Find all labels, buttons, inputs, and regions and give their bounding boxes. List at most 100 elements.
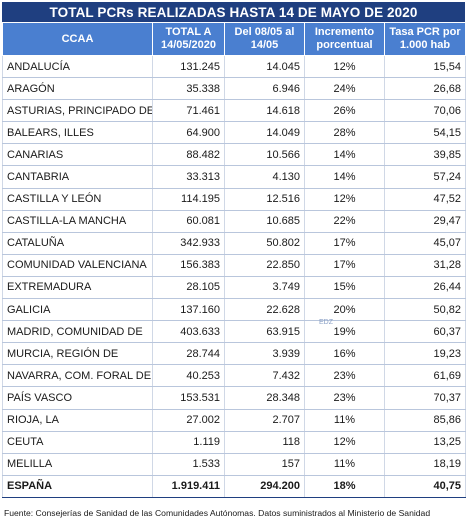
cell-tasa: 47,52 — [384, 188, 466, 211]
header-tasa-line1: Tasa PCR por — [389, 26, 461, 38]
cell-total: 131.245 — [152, 55, 225, 79]
cell-del: 28.348 — [224, 386, 305, 410]
cell-incremento: 11% — [304, 453, 385, 476]
cell-total: 71.461 — [152, 99, 225, 123]
cell-tasa: 19,23 — [384, 342, 466, 366]
cell-del: 10.566 — [224, 143, 305, 167]
cell-del: 3.749 — [224, 276, 305, 300]
table-row: MELILLA 1.533 157 11% 18,19 — [2, 453, 466, 476]
cell-incremento: 28% — [304, 121, 385, 145]
cell-del: 6.946 — [224, 77, 305, 101]
cell-total: 137.160 — [152, 298, 225, 322]
cell-ccaa: BALEARS, ILLES — [2, 121, 153, 145]
table-title: TOTAL PCRs REALIZADAS HASTA 14 DE MAYO D… — [2, 2, 465, 22]
cell-total: 342.933 — [152, 232, 225, 255]
cell-total: 35.338 — [152, 77, 225, 101]
table-row: BALEARS, ILLES 64.900 14.049 28% 54,15 — [2, 121, 466, 145]
cell-tasa: 39,85 — [384, 143, 466, 167]
cell-ccaa: MADRID, COMUNIDAD DE — [2, 320, 153, 344]
cell-total: 403.633 — [152, 320, 225, 344]
table-row: ARAGÓN 35.338 6.946 24% 26,68 — [2, 77, 466, 101]
cell-total: 27.002 — [152, 409, 225, 432]
cell-incremento: 17% — [304, 254, 385, 277]
cell-incremento: 15% — [304, 276, 385, 300]
cell-ccaa: COMUNIDAD VALENCIANA — [2, 254, 153, 277]
cell-del: 22.850 — [224, 254, 305, 277]
cell-total: 28.105 — [152, 276, 225, 300]
cell-tasa: 13,25 — [384, 431, 466, 454]
cell-tasa: 50,82 — [384, 298, 466, 322]
cell-tasa: 70,37 — [384, 386, 466, 410]
cell-total: 40.253 — [152, 364, 225, 388]
cell-ccaa: MURCIA, REGIÓN DE — [2, 342, 153, 366]
cell-del: 63.915 — [224, 320, 305, 344]
cell-incremento: 23% — [304, 364, 385, 388]
cell-incremento: 12% — [304, 431, 385, 454]
table-row: EXTREMADURA 28.105 3.749 15% 26,44 — [2, 276, 466, 300]
cell-tasa: 31,28 — [384, 254, 466, 277]
cell-tasa: 57,24 — [384, 165, 466, 189]
cell-incremento: 14% — [304, 165, 385, 189]
header-incremento-line2: porcentual — [316, 39, 373, 51]
cell-incremento: 12% — [304, 188, 385, 211]
cell-ccaa: ARAGÓN — [2, 77, 153, 101]
cell-incremento: 14% — [304, 143, 385, 167]
cell-incremento: 26% — [304, 99, 385, 123]
header-tasa-line2: 1.000 hab — [399, 39, 451, 51]
cell-tasa: 26,44 — [384, 276, 466, 300]
cell-ccaa: CANARIAS — [2, 143, 153, 167]
cell-incremento: 22% — [304, 210, 385, 233]
cell-tasa: 54,15 — [384, 121, 466, 145]
cell-total: 64.900 — [152, 121, 225, 145]
header-del: Del 08/05 al 14/05 — [224, 22, 305, 56]
cell-incremento: 18% — [304, 474, 385, 498]
cell-incremento: 19% — [304, 320, 385, 344]
cell-tasa: 70,06 — [384, 99, 466, 123]
total-row: ESPAÑA 1.919.411 294.200 18% 40,75 — [2, 474, 466, 498]
cell-ccaa: EXTREMADURA — [2, 276, 153, 300]
watermark-text: EDZ — [319, 319, 333, 326]
table-row: CASTILLA-LA MANCHA 60.081 10.685 22% 29,47 — [2, 210, 466, 233]
table-row: CEUTA 1.119 118 12% 13,25 — [2, 431, 466, 454]
cell-total: 88.482 — [152, 143, 225, 167]
cell-del: 10.685 — [224, 210, 305, 233]
cell-tasa: 61,69 — [384, 364, 466, 388]
cell-ccaa: CANTABRIA — [2, 165, 153, 189]
cell-incremento: 23% — [304, 386, 385, 410]
table-row: CANTABRIA 33.313 4.130 14% 57,24 — [2, 165, 466, 189]
table-row: MADRID, COMUNIDAD DE 403.633 63.915 19% 60,3… — [2, 320, 466, 344]
header-tasa: Tasa PCR por 1.000 hab — [384, 22, 466, 56]
cell-tasa: 60,37 — [384, 320, 466, 344]
cell-total: 1.919.411 — [152, 474, 225, 498]
cell-del: 14.049 — [224, 121, 305, 145]
cell-incremento: 20% — [304, 298, 385, 322]
table-row: PAÍS VASCO 153.531 28.348 23% 70,37 — [2, 386, 466, 410]
cell-incremento: 16% — [304, 342, 385, 366]
header-row: CCAA TOTAL A 14/05/2020 Del 08/05 al 14/05… — [2, 22, 466, 56]
cell-ccaa: ASTURIAS, PRINCIPADO DE — [2, 99, 153, 123]
cell-del: 157 — [224, 453, 305, 476]
table-row: ANDALUCÍA 131.245 14.045 12% 15,54 — [2, 55, 466, 79]
table-row: MURCIA, REGIÓN DE 28.744 3.939 16% 19,23 — [2, 342, 466, 366]
table-row: ASTURIAS, PRINCIPADO DE 71.461 14.618 26% 70… — [2, 99, 466, 123]
cell-del: 294.200 — [224, 474, 305, 498]
header-del-line2: 14/05 — [250, 39, 279, 51]
header-del-line1: Del 08/05 al — [234, 26, 295, 38]
cell-ccaa: ESPAÑA — [2, 474, 153, 498]
table-row: CATALUÑA 342.933 50.802 17% 45,07 — [2, 232, 466, 255]
cell-ccaa: ANDALUCÍA — [2, 55, 153, 79]
header-total-line1: TOTAL A — [165, 26, 212, 38]
cell-ccaa: MELILLA — [2, 453, 153, 476]
cell-ccaa: RIOJA, LA — [2, 409, 153, 432]
header-incremento-line1: Incremento — [314, 26, 375, 38]
cell-total: 114.195 — [152, 188, 225, 211]
cell-total: 60.081 — [152, 210, 225, 233]
table-row: RIOJA, LA 27.002 2.707 11% 85,86 — [2, 409, 466, 432]
cell-ccaa: CEUTA — [2, 431, 153, 454]
header-incremento: Incremento porcentual — [304, 22, 385, 56]
cell-ccaa: CASTILLA-LA MANCHA — [2, 210, 153, 233]
header-total: TOTAL A 14/05/2020 — [152, 22, 225, 56]
cell-del: 50.802 — [224, 232, 305, 255]
cell-incremento: 24% — [304, 77, 385, 101]
cell-incremento: 12% — [304, 55, 385, 79]
